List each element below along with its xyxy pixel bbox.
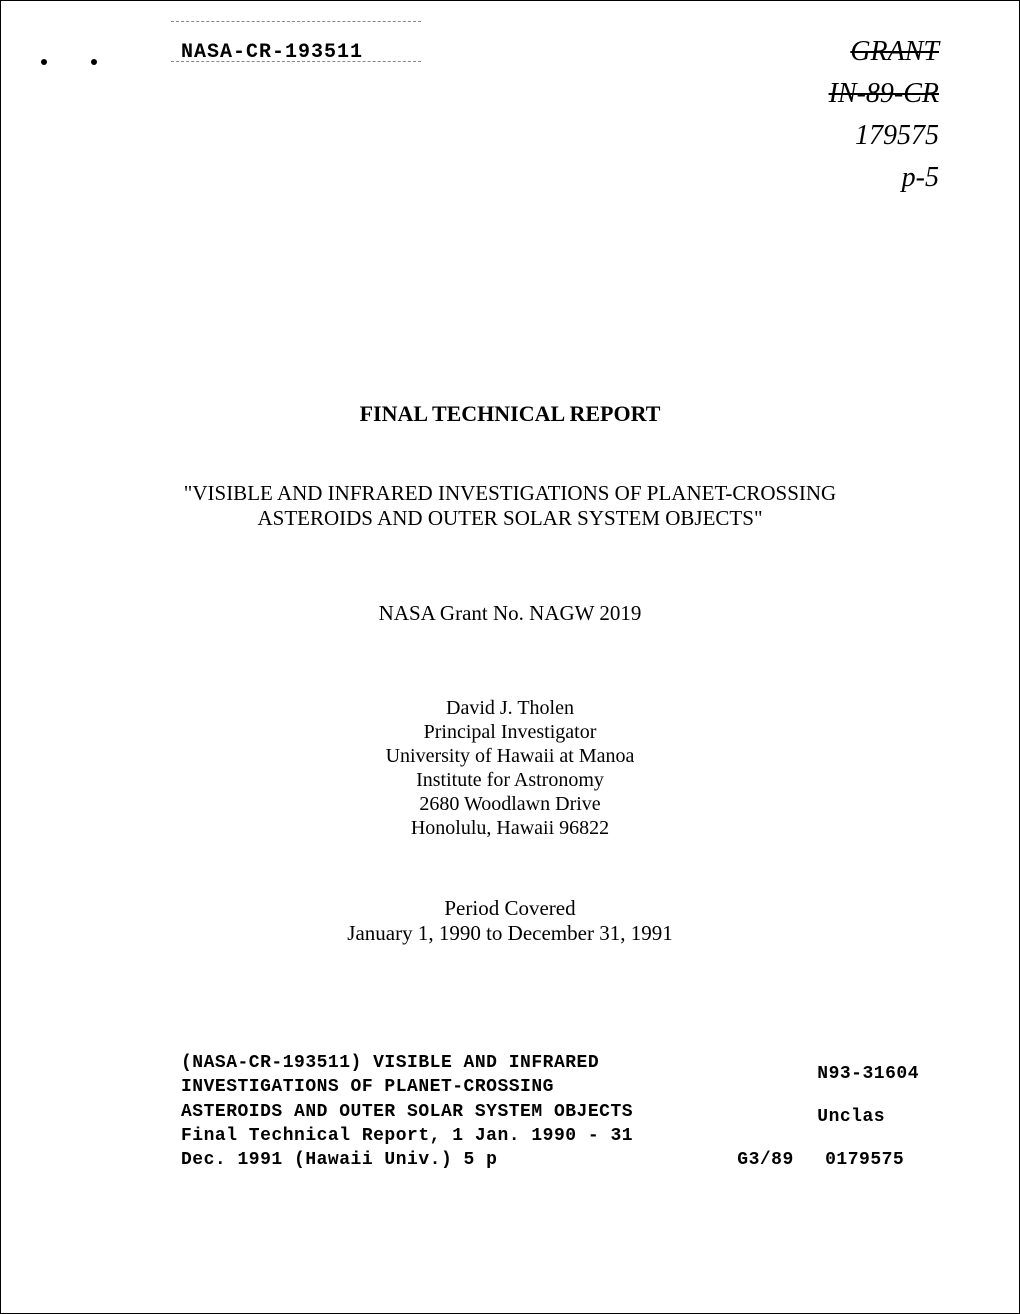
catalog-code-left: G3/89 [737,1150,794,1170]
catalog-left-text: (NASA-CR-193511) VISIBLE AND INFRARED IN… [181,1051,661,1183]
handwritten-line-3: 179575 [829,115,939,157]
investigator-role: Principal Investigator [1,720,1019,744]
report-subtitle: "VISIBLE AND INFRARED INVESTIGATIONS OF … [1,481,1019,531]
catalog-classification: Unclas [817,1096,919,1139]
period-range: January 1, 1990 to December 31, 1991 [1,921,1019,946]
catalog-block: (NASA-CR-193511) VISIBLE AND INFRARED IN… [181,1051,919,1183]
handwritten-annotations: GRANT IN-89-CR 179575 p-5 [829,31,939,199]
handwritten-line-2: IN-89-CR [829,73,939,115]
catalog-right: N93-31604 Unclas G3/89 0179575 [817,1051,919,1183]
period-label: Period Covered [1,896,1019,921]
report-title: FINAL TECHNICAL REPORT [1,401,1019,427]
investigator-city: Honolulu, Hawaii 96822 [1,816,1019,840]
document-page: NASA-CR-193511 GRANT IN-89-CR 179575 p-5… [0,0,1020,1314]
investigator-address: 2680 Woodlawn Drive [1,792,1019,816]
grant-number: NASA Grant No. NAGW 2019 [1,601,1019,626]
handwritten-line-1: GRANT [829,31,939,73]
catalog-code-right: 0179575 [825,1150,904,1170]
catalog-codes: G3/89 0179575 [817,1139,919,1182]
scan-artifact [171,21,421,23]
investigator-institute: Institute for Astronomy [1,768,1019,792]
scan-dot [41,59,47,65]
investigator-name: David J. Tholen [1,696,1019,720]
report-id: NASA-CR-193511 [181,41,363,64]
handwritten-line-4: p-5 [829,157,939,199]
catalog-accession: N93-31604 [817,1053,919,1096]
period-block: Period Covered January 1, 1990 to Decemb… [1,896,1019,946]
investigator-block: David J. Tholen Principal Investigator U… [1,696,1019,840]
investigator-affiliation: University of Hawaii at Manoa [1,744,1019,768]
scan-dot [91,59,97,65]
